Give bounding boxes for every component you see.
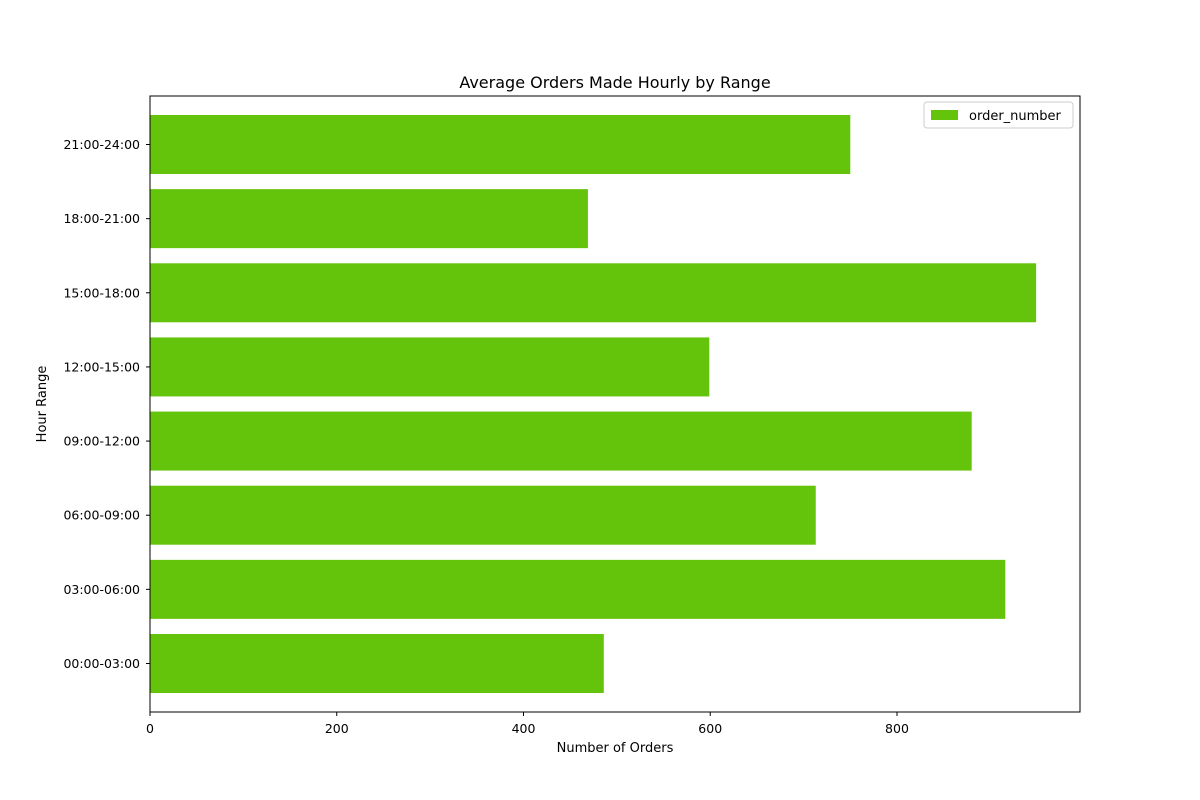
y-tick-label: 00:00-03:00	[63, 656, 140, 671]
bar-18:00-21:00	[150, 189, 588, 249]
x-tick-label: 600	[698, 721, 722, 736]
bar-21:00-24:00	[150, 115, 851, 174]
legend: order_number	[923, 101, 1074, 129]
bar-12:00-15:00	[150, 337, 710, 397]
y-tick-label: 18:00-21:00	[63, 211, 140, 226]
x-tick-label: 200	[325, 721, 349, 736]
bar-15:00-18:00	[150, 263, 1037, 323]
y-tick-label: 12:00-15:00	[63, 359, 140, 374]
legend-swatch	[931, 110, 958, 120]
x-tick-label: 400	[512, 721, 536, 736]
x-tick-label: 0	[146, 721, 154, 736]
y-tick-label: 21:00-24:00	[63, 137, 140, 152]
legend-label: order_number	[969, 109, 1062, 124]
bar-03:00-06:00	[150, 559, 1006, 619]
y-ticks-group: 00:00-03:00 03:00-06:00 06:00-09:00 09:00-1…	[63, 137, 150, 671]
x-ticks-group: 0 200 400 600 800	[146, 712, 909, 736]
bar-00:00-03:00	[150, 634, 604, 693]
plot-frame	[149, 95, 1081, 713]
y-tick-label: 06:00-09:00	[63, 508, 140, 523]
y-tick-label: 15:00-18:00	[63, 285, 140, 300]
y-axis-label: Hour Range	[35, 366, 50, 443]
y-tick-label: 09:00-12:00	[63, 434, 140, 449]
chart-title: Average Orders Made Hourly by Range	[459, 73, 770, 92]
bar-06:00-09:00	[150, 485, 816, 545]
legend-box	[923, 101, 1074, 129]
y-tick-label: 03:00-06:00	[63, 582, 140, 597]
x-axis-label: Number of Orders	[557, 741, 674, 756]
bars-group	[150, 115, 1037, 693]
bar-09:00-12:00	[150, 411, 972, 471]
x-tick-label: 800	[885, 721, 909, 736]
